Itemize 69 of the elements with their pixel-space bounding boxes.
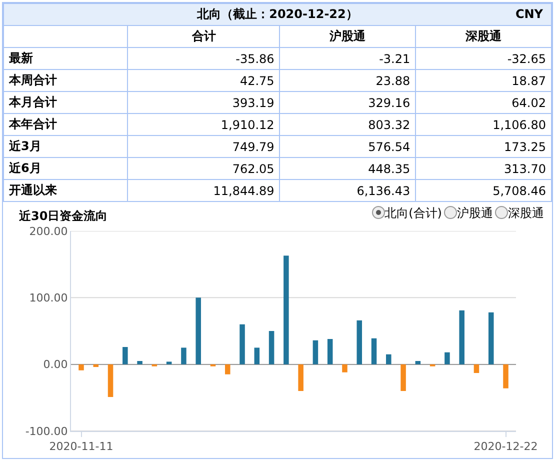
- text: 762.05: [232, 162, 274, 176]
- bar: [137, 361, 142, 364]
- bar: [371, 338, 377, 364]
- text: -35.86: [236, 52, 274, 66]
- y-tick-label: 0.00: [43, 358, 68, 372]
- bar: [196, 298, 201, 364]
- bar: [268, 331, 274, 364]
- category-label: 本年合计: [9, 117, 57, 131]
- text: 1,106.80: [492, 118, 546, 132]
- text: 18.87: [512, 74, 546, 88]
- bar: [166, 362, 172, 364]
- category-label: 开通以来: [9, 183, 57, 197]
- bar: [444, 352, 450, 364]
- bar: [327, 339, 333, 364]
- text: 11,844.89: [213, 184, 274, 198]
- text: 6,136.43: [356, 184, 410, 198]
- text: 329.16: [368, 96, 410, 110]
- text: 深股通: [508, 206, 544, 220]
- bar: [122, 347, 128, 364]
- bar: [503, 364, 508, 388]
- bar: [415, 361, 421, 364]
- text: 1,910.12: [220, 118, 274, 132]
- bar: [181, 348, 186, 364]
- text: 448.35: [368, 162, 410, 176]
- chart-title: 近30日资金流向: [19, 208, 108, 225]
- bar: [78, 364, 84, 370]
- bar: [474, 364, 480, 373]
- y-tick-label: -100.00: [25, 424, 68, 438]
- text: 393.19: [232, 96, 274, 110]
- text: -3.21: [379, 52, 410, 66]
- bar: [459, 310, 464, 364]
- category-label: 本周合计: [9, 73, 57, 87]
- text: 北向（截止：2020-12-22）: [197, 7, 358, 21]
- x-tick-label: 2020-12-22: [474, 440, 538, 454]
- bar: [224, 364, 230, 374]
- text: 313.70: [504, 162, 546, 176]
- y-tick-label: 100.00: [29, 292, 68, 305]
- bar: [342, 364, 348, 372]
- category-label: 最新: [9, 51, 33, 65]
- y-tick-label: 200.00: [29, 224, 68, 238]
- text: 42.75: [240, 74, 274, 88]
- text: 23.88: [376, 74, 410, 88]
- text: 749.79: [232, 140, 274, 154]
- bar: [400, 364, 406, 391]
- text: 沪股通: [457, 206, 493, 220]
- category-label: 近3月: [9, 139, 42, 153]
- x-tick-label: 2020-11-11: [49, 440, 114, 454]
- text: 803.32: [368, 118, 410, 132]
- text: -32.65: [507, 52, 546, 66]
- bar: [488, 312, 494, 364]
- bar: [356, 320, 362, 364]
- category-label: 合计: [128, 26, 280, 48]
- text: 5,708.46: [492, 184, 546, 198]
- bar: [386, 354, 392, 364]
- bar: [108, 364, 114, 397]
- text: 173.25: [504, 140, 546, 154]
- text: CNY: [515, 7, 543, 21]
- text: 64.02: [512, 96, 546, 110]
- text: 576.54: [368, 140, 410, 154]
- bar: [298, 364, 304, 391]
- category-label: 近6月: [9, 161, 42, 175]
- category-label: 深股通: [416, 26, 552, 48]
- text: 北向(合计): [384, 206, 442, 220]
- bar: [284, 256, 289, 364]
- bar: [240, 324, 245, 364]
- category-label: 本月合计: [9, 95, 57, 109]
- bar: [254, 348, 260, 364]
- category-label: 沪股通: [280, 26, 416, 48]
- bar: [312, 340, 318, 364]
